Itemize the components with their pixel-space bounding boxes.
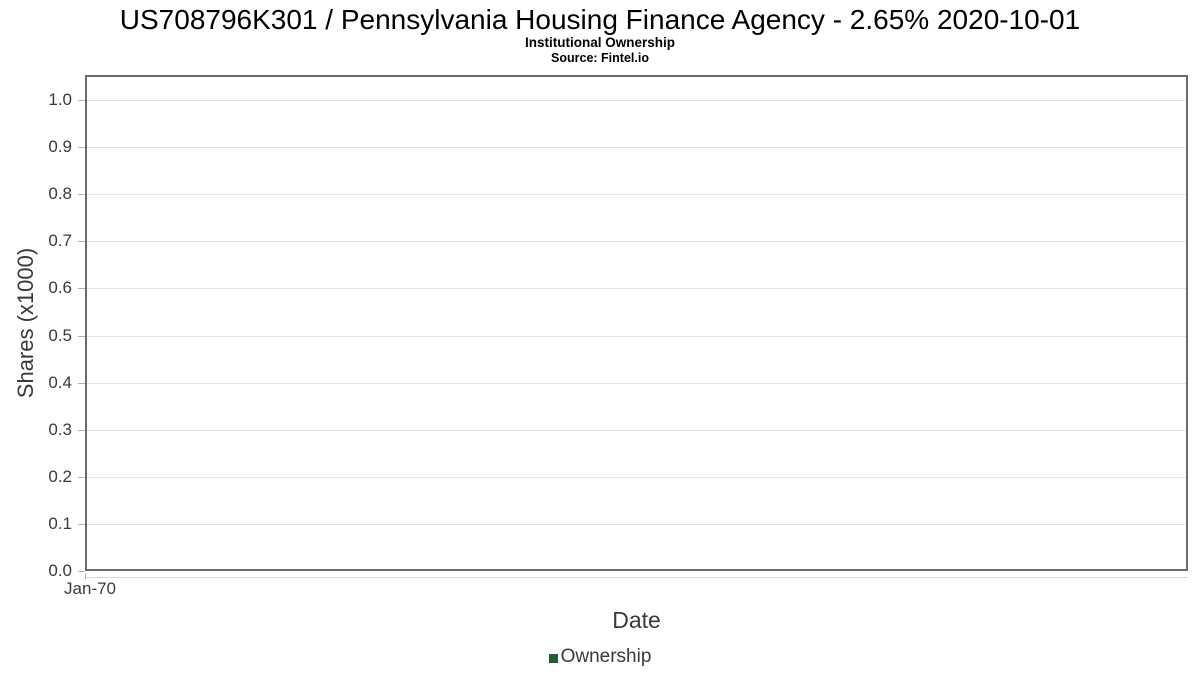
legend-label-ownership: Ownership xyxy=(560,646,652,667)
y-axis-tick-mark xyxy=(78,336,85,337)
gridline-y-0.9 xyxy=(87,147,1186,148)
gridline-y-0.2 xyxy=(87,477,1186,478)
y-axis-tick-mark xyxy=(78,100,85,101)
y-axis-tick-label: 0.0 xyxy=(48,561,72,580)
chart-title: US708796K301 / Pennsylvania Housing Fina… xyxy=(119,4,1081,35)
legend: Ownership xyxy=(0,646,1200,668)
y-axis-title: Shares (x1000) xyxy=(13,247,38,399)
y-axis-tick-mark xyxy=(78,383,85,384)
y-axis-tick-label: 0.7 xyxy=(48,231,72,250)
legend-swatch-ownership xyxy=(548,653,558,663)
y-axis-tick-mark xyxy=(78,288,85,289)
x-axis-title: Date xyxy=(612,607,661,633)
y-axis-tick-label: 0.6 xyxy=(48,278,72,297)
plot-area xyxy=(85,75,1188,571)
gridline-y-0.3 xyxy=(87,430,1186,431)
y-axis-tick-mark xyxy=(78,430,85,431)
y-axis-tick-mark xyxy=(78,241,85,242)
y-axis-tick-label: 0.2 xyxy=(48,467,72,486)
y-axis-tick-label: 0.1 xyxy=(48,514,72,533)
gridline-y-0.1 xyxy=(87,524,1186,525)
y-axis-tick-label: 0.3 xyxy=(48,420,72,439)
gridline-y-0.6 xyxy=(87,288,1186,289)
y-axis-tick-label: 0.8 xyxy=(48,184,72,203)
gridline-y-1.0 xyxy=(87,100,1186,101)
chart-subtitle: Institutional Ownership xyxy=(524,35,675,50)
x-axis-tick-label: Jan-70 xyxy=(64,579,116,598)
y-axis-tick-label: 0.9 xyxy=(48,137,72,156)
y-axis-tick-label: 0.5 xyxy=(48,326,72,345)
y-axis-tick-mark xyxy=(78,194,85,195)
x-axis-baseline xyxy=(85,577,1188,578)
y-axis-tick-mark xyxy=(78,571,85,572)
y-axis-tick-mark xyxy=(78,524,85,525)
gridline-y-0.4 xyxy=(87,383,1186,384)
chart-source: Source: Fintel.io xyxy=(551,51,649,65)
y-axis-tick-mark xyxy=(78,477,85,478)
gridline-y-0.7 xyxy=(87,241,1186,242)
gridline-y-0.5 xyxy=(87,336,1186,337)
x-axis-tick-mark xyxy=(85,573,86,579)
y-axis-tick-mark xyxy=(78,147,85,148)
y-axis-tick-label: 0.4 xyxy=(48,373,72,392)
y-axis-tick-label: 1.0 xyxy=(48,90,72,109)
gridline-y-0.8 xyxy=(87,194,1186,195)
